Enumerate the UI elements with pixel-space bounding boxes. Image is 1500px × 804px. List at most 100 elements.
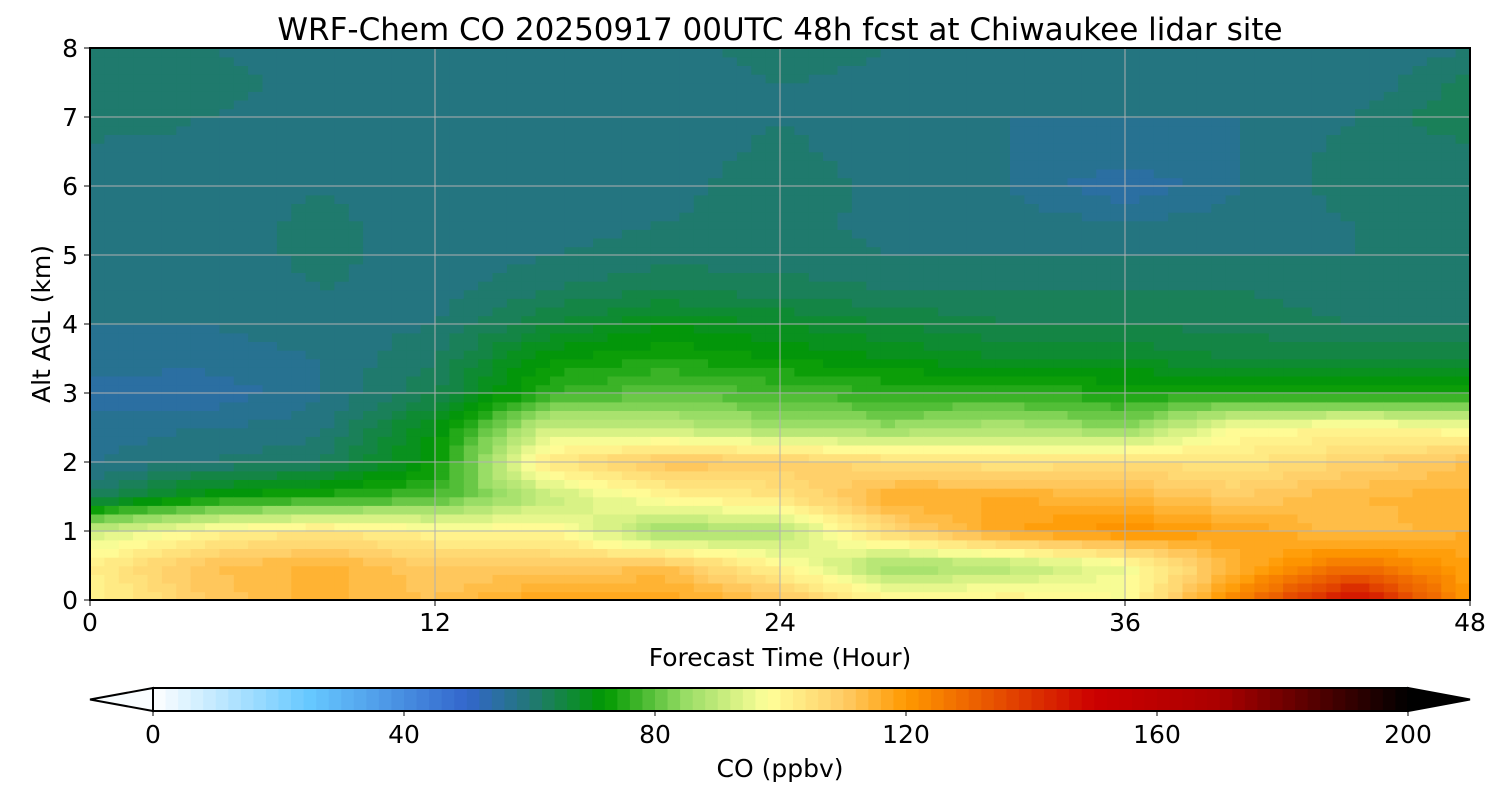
field-cell: [823, 375, 839, 386]
field-cell: [176, 177, 192, 187]
field-cell: [492, 255, 508, 265]
field-cell: [708, 487, 724, 498]
field-cell: [233, 522, 249, 532]
field-cell: [607, 255, 623, 265]
field-cell: [147, 108, 163, 118]
field-cell: [837, 513, 853, 524]
field-cell: [679, 462, 695, 472]
field-cell: [1139, 151, 1155, 161]
field-cell: [377, 246, 393, 256]
field-cell: [248, 470, 264, 480]
field-cell: [492, 65, 508, 75]
field-cell: [133, 444, 149, 455]
field-cell: [492, 539, 508, 549]
field-cell: [880, 99, 896, 110]
field-cell: [837, 272, 853, 282]
field-cell: [348, 177, 364, 187]
field-cell: [995, 393, 1011, 403]
field-cell: [722, 125, 738, 135]
field-cell: [1125, 99, 1141, 110]
field-cell: [320, 289, 336, 299]
field-cell: [1110, 531, 1126, 541]
field-cell: [765, 177, 781, 187]
field-cell: [636, 272, 652, 282]
field-cell: [478, 186, 494, 196]
field-cell: [981, 436, 997, 446]
field-cell: [995, 505, 1011, 515]
field-cell: [679, 556, 695, 567]
field-cell: [118, 531, 134, 541]
field-cell: [1168, 349, 1184, 360]
field-cell: [823, 341, 839, 351]
field-cell: [1067, 462, 1083, 472]
field-cell: [837, 410, 853, 420]
field-cell: [391, 186, 408, 196]
field-cell: [866, 65, 882, 75]
field-cell: [391, 487, 408, 498]
field-cell: [650, 289, 666, 299]
field-cell: [952, 186, 968, 196]
field-cell: [305, 574, 321, 584]
field-cell: [1125, 263, 1141, 273]
field-cell: [535, 229, 551, 239]
field-cell: [751, 82, 767, 92]
field-cell: [176, 556, 192, 567]
field-cell: [420, 306, 436, 317]
field-cell: [895, 48, 911, 58]
field-cell: [880, 324, 896, 334]
field-cell: [693, 444, 709, 455]
field-cell: [823, 194, 839, 204]
field-cell: [118, 177, 134, 187]
field-cell: [348, 565, 364, 575]
field-cell: [147, 168, 163, 179]
field-cell: [578, 246, 594, 256]
field-cell: [1125, 91, 1141, 101]
field-cell: [550, 160, 566, 170]
field-cell: [981, 479, 997, 489]
field-cell: [406, 393, 422, 403]
field-cell: [377, 48, 393, 58]
field-cell: [736, 574, 753, 584]
field-cell: [636, 160, 652, 170]
field-cell: [578, 591, 594, 601]
field-cell: [435, 48, 451, 58]
field-cell: [161, 99, 178, 110]
field-cell: [291, 315, 307, 325]
field-cell: [1010, 48, 1026, 58]
field-cell: [492, 315, 508, 325]
field-cell: [995, 48, 1011, 58]
field-cell: [665, 574, 681, 584]
field-cell: [593, 117, 609, 127]
field-cell: [1153, 565, 1169, 575]
field-cell: [736, 289, 753, 299]
field-cell: [923, 108, 939, 118]
field-cell: [751, 444, 767, 455]
field-cell: [909, 315, 925, 325]
field-cell: [607, 384, 623, 394]
field-cell: [262, 436, 278, 446]
field-cell: [952, 565, 968, 575]
field-cell: [880, 211, 896, 222]
field-cell: [1096, 462, 1112, 472]
field-cell: [420, 246, 436, 256]
field-cell: [909, 393, 925, 403]
field-cell: [636, 401, 652, 411]
field-cell: [621, 91, 638, 101]
field-cell: [808, 522, 824, 532]
field-cell: [305, 358, 321, 368]
field-cell: [1067, 418, 1083, 429]
field-cell: [449, 384, 465, 394]
field-cell: [118, 298, 134, 308]
field-cell: [823, 556, 839, 567]
field-cell: [895, 73, 911, 84]
field-cell: [377, 332, 393, 342]
field-cell: [463, 315, 479, 325]
field-cell: [535, 65, 551, 75]
field-cell: [248, 280, 264, 291]
field-cell: [334, 56, 350, 66]
field-cell: [995, 73, 1011, 84]
field-cell: [981, 65, 997, 75]
field-cell: [348, 108, 364, 118]
field-cell: [866, 513, 882, 524]
field-cell: [708, 358, 724, 368]
